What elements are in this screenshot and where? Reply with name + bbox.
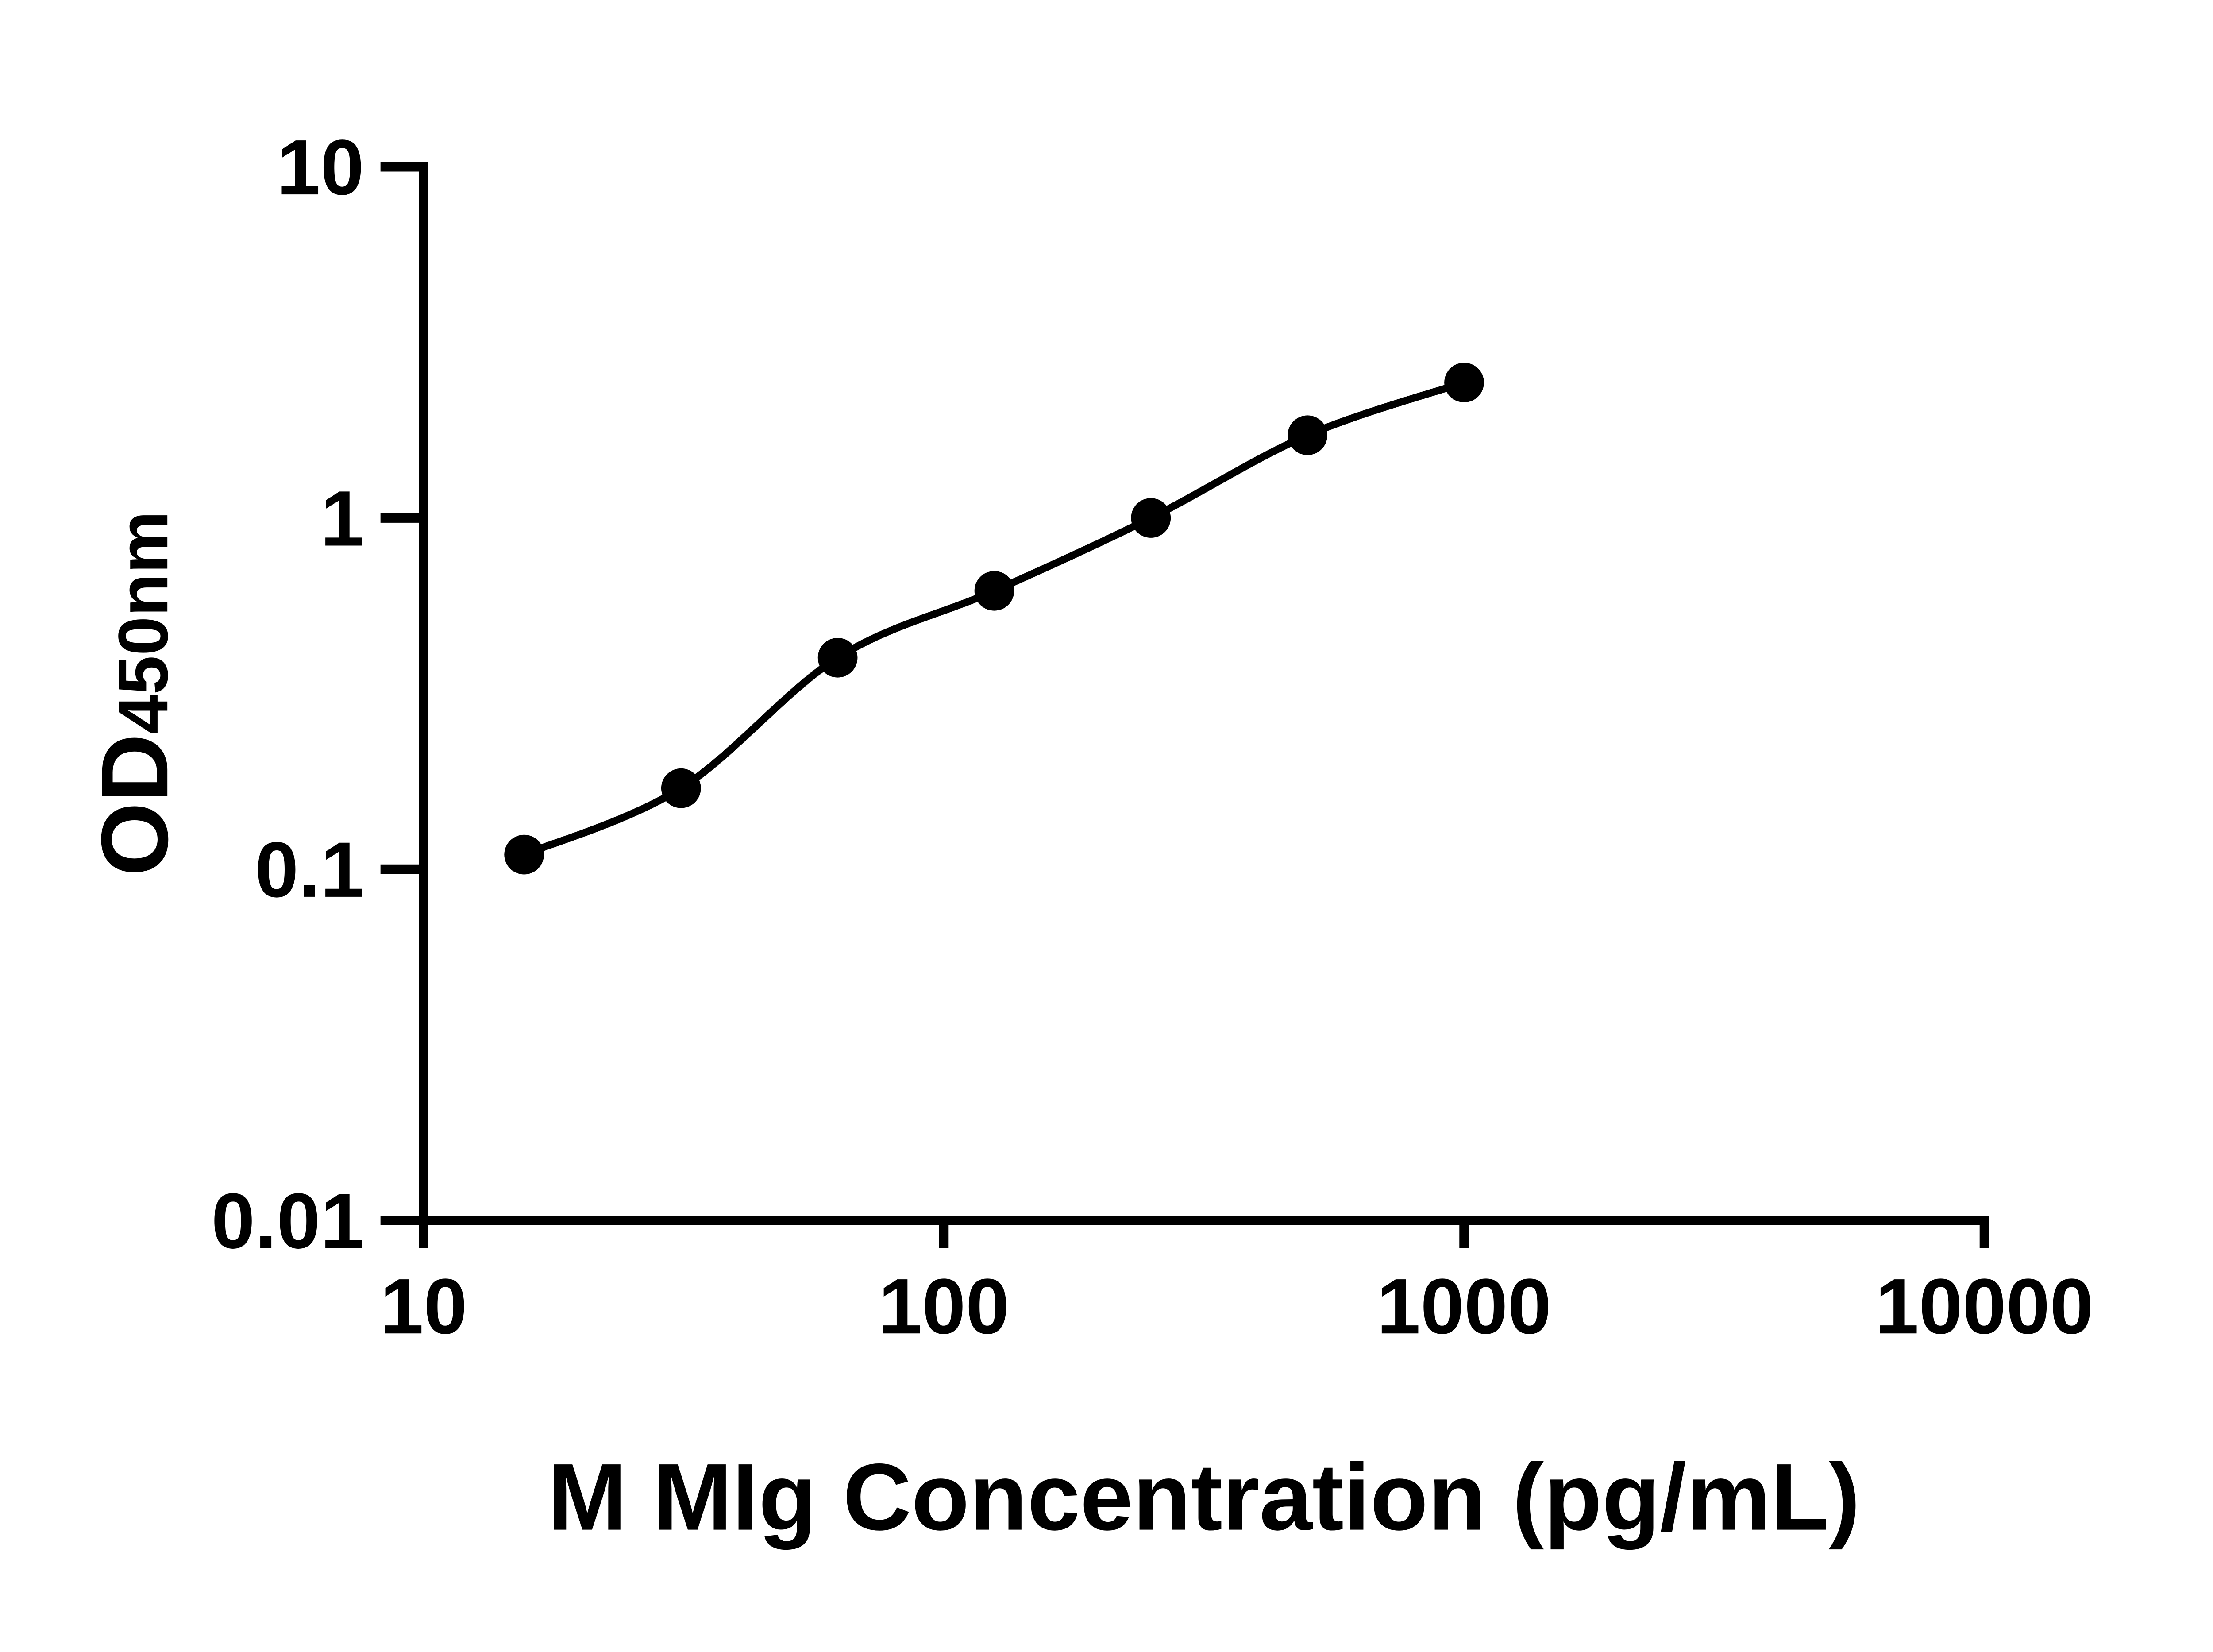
x-tick-label-10000: 10000 bbox=[1875, 1262, 2093, 1350]
data-point-1000 bbox=[1444, 363, 1484, 402]
y-tick-label-0.01: 0.01 bbox=[211, 1177, 364, 1265]
y-tick-label-1: 1 bbox=[320, 474, 364, 562]
x-axis-title: M MIg Concentration (pg/mL) bbox=[547, 1444, 1860, 1550]
data-point-62.5 bbox=[817, 637, 858, 678]
data-point-125 bbox=[974, 571, 1014, 611]
data-point-500 bbox=[1288, 415, 1327, 455]
tick-marks bbox=[380, 162, 1989, 1248]
y-tick-label-10: 10 bbox=[277, 123, 364, 211]
data-point-250 bbox=[1131, 498, 1171, 538]
x-tick-label-100: 100 bbox=[879, 1262, 1010, 1350]
x-tick-label-10: 10 bbox=[380, 1262, 467, 1350]
data-point-15.6 bbox=[504, 834, 544, 875]
y-axis-title-subscript: 450nm bbox=[104, 511, 182, 733]
x-tick-label-1000: 1000 bbox=[1377, 1262, 1552, 1350]
y-axis-title-main: OD bbox=[82, 734, 188, 876]
axes bbox=[419, 162, 1989, 1225]
data-points bbox=[504, 363, 1484, 875]
y-axis-title: OD450nm bbox=[82, 511, 188, 876]
y-tick-label-0.1: 0.1 bbox=[255, 826, 364, 914]
tick-labels: 0.01 0.1 1 10 10 100 1000 10000 bbox=[211, 123, 2093, 1350]
data-point-31.25 bbox=[661, 768, 701, 808]
